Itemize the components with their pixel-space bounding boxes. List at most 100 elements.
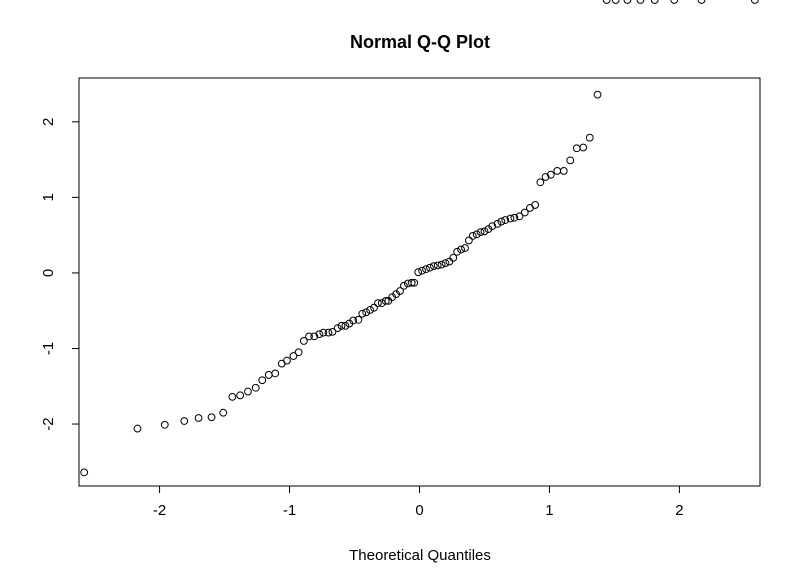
data-point: [349, 316, 358, 325]
data-point: [219, 408, 228, 417]
data-point: [670, 0, 679, 4]
data-point: [488, 222, 497, 230]
data-point: [426, 263, 434, 272]
data-point: [207, 413, 216, 422]
data-point: [750, 0, 759, 4]
data-point: [133, 424, 142, 433]
data-point: [611, 0, 620, 4]
y-tick-label: 1: [40, 193, 57, 201]
data-point: [236, 391, 245, 400]
data-point: [337, 321, 346, 330]
data-point: [520, 208, 529, 217]
data-point: [362, 308, 371, 317]
data-point: [433, 261, 442, 270]
data-point: [407, 278, 416, 287]
data-point: [324, 328, 333, 337]
data-point: [650, 0, 659, 4]
data-point: [429, 262, 438, 271]
data-point: [315, 330, 324, 339]
data-point: [593, 90, 602, 99]
data-point: [333, 324, 342, 332]
data-point: [515, 212, 524, 221]
data-point: [283, 356, 291, 365]
x-tick-label: 2: [675, 502, 683, 519]
plot-frame: [78, 77, 761, 487]
data-point: [636, 0, 645, 4]
data-point: [536, 178, 545, 187]
y-tick-label: -2: [40, 417, 57, 430]
data-point: [476, 228, 485, 237]
y-tick-label: 2: [40, 118, 57, 126]
data-point: [457, 245, 465, 254]
x-axis: -2 -1 0 1 2: [153, 486, 684, 519]
data-point: [400, 281, 408, 290]
data-point: [559, 167, 568, 175]
data-point: [531, 201, 540, 209]
data-point: [501, 216, 510, 224]
data-point: [289, 352, 298, 360]
x-tick-label: 1: [545, 502, 553, 519]
data-point: [244, 387, 252, 396]
x-tick-label: -1: [283, 502, 296, 519]
data-point: [422, 265, 430, 274]
data-point: [414, 268, 423, 277]
data-point: [319, 328, 328, 337]
data-point: [264, 371, 273, 379]
data-point: [277, 359, 286, 368]
chart-title: Normal Q-Q Plot: [350, 32, 490, 52]
data-point: [453, 247, 462, 256]
data-point: [354, 315, 363, 324]
data-point: [526, 204, 534, 212]
data-point: [80, 468, 89, 477]
data-point: [441, 259, 450, 268]
y-axis: -2 -1 0 1 2: [40, 118, 79, 431]
data-point: [294, 348, 303, 357]
data-point: [697, 0, 706, 4]
data-point: [541, 173, 550, 181]
data-point: [310, 332, 319, 341]
data-point: [180, 417, 189, 425]
x-tick-label: 0: [415, 502, 423, 519]
data-point: [374, 299, 382, 308]
data-point: [305, 332, 313, 341]
data-point: [341, 321, 350, 330]
data-point: [546, 170, 555, 179]
data-point: [480, 227, 489, 236]
data-point: [418, 266, 427, 275]
data-point: [194, 414, 203, 422]
data-point: [328, 327, 337, 336]
data-points: [80, 0, 759, 477]
data-point: [449, 253, 458, 262]
data-point: [396, 287, 404, 295]
data-point: [358, 309, 367, 318]
data-point: [410, 278, 419, 287]
data-point: [366, 306, 375, 314]
data-point: [228, 392, 237, 401]
data-point: [602, 0, 611, 4]
y-tick-label: -1: [40, 342, 57, 355]
data-point: [258, 376, 267, 385]
data-point: [497, 217, 506, 226]
data-point: [271, 369, 280, 378]
data-point: [445, 257, 454, 266]
data-point: [251, 383, 260, 392]
data-point: [493, 219, 502, 228]
data-point: [623, 0, 632, 4]
data-point: [299, 337, 308, 345]
data-point: [572, 144, 581, 153]
data-point: [553, 167, 562, 175]
data-point: [381, 296, 390, 305]
data-point: [461, 244, 469, 252]
data-point: [510, 213, 519, 222]
x-tick-label: -2: [153, 502, 166, 519]
y-tick-label: 0: [40, 269, 57, 277]
data-point: [437, 260, 446, 269]
data-point: [566, 156, 575, 165]
data-point: [506, 214, 515, 223]
data-point: [585, 133, 594, 142]
data-point: [472, 230, 481, 239]
x-axis-label: Theoretical Quantiles: [349, 547, 491, 564]
data-point: [370, 303, 378, 312]
data-point: [468, 232, 477, 240]
